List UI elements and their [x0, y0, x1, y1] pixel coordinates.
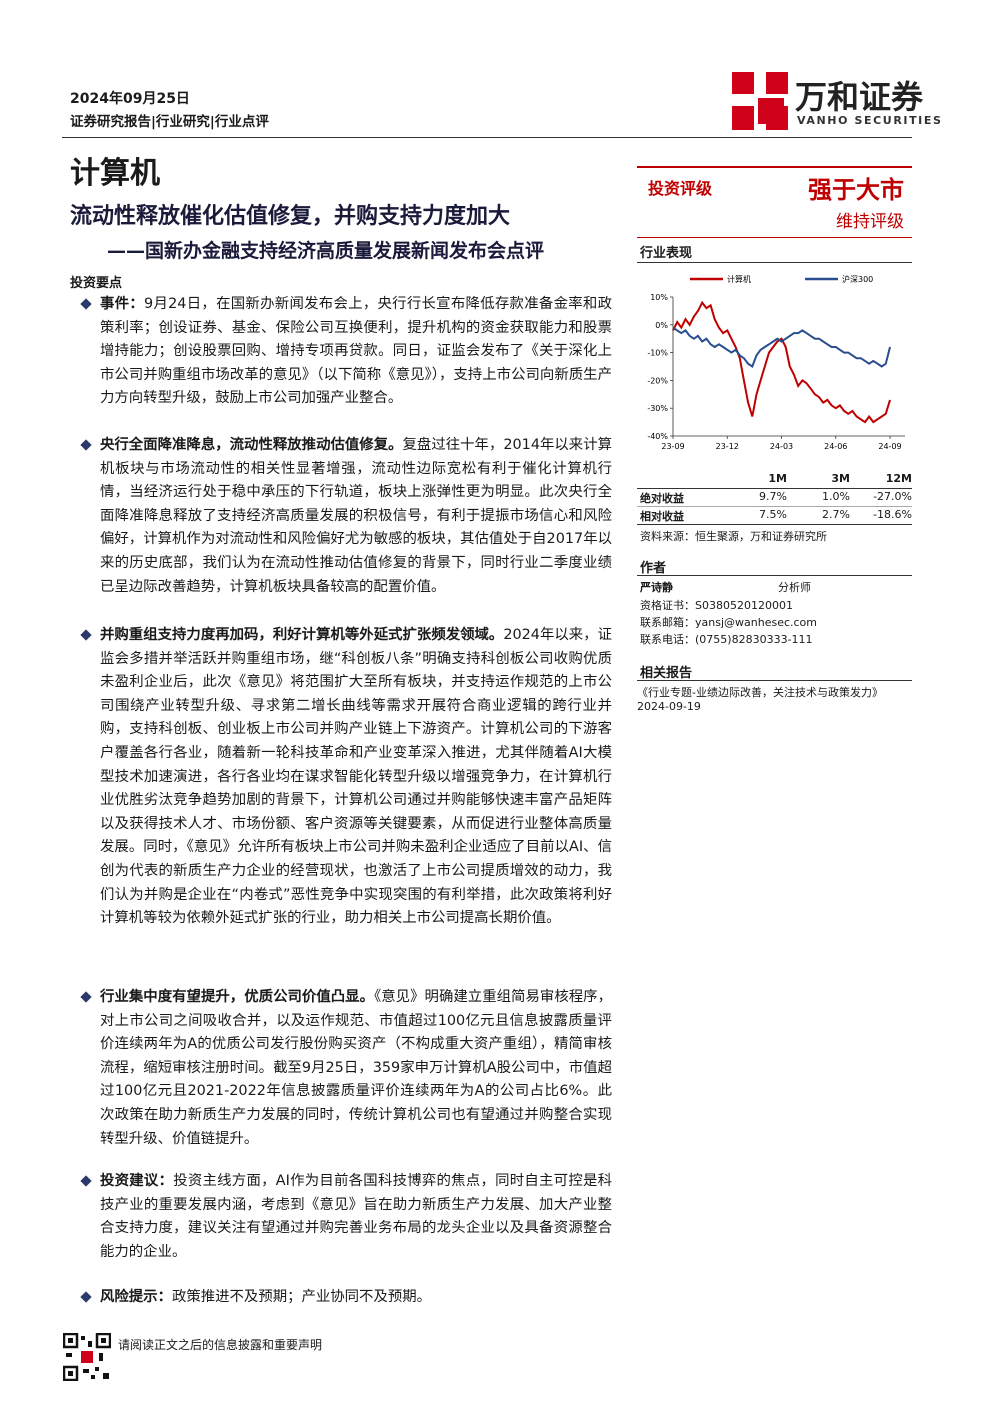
y-tick-label: 0%: [655, 321, 668, 330]
bullet-lead: 央行全面降准降息，流动性释放推动估值修复。: [100, 437, 403, 453]
col-header: 3M: [831, 472, 850, 485]
footer: 请阅读正文之后的信息披露和重要声明: [118, 1338, 323, 1352]
rule: [637, 575, 912, 576]
report-type: 证券研究报告|行业研究|行业点评: [70, 114, 269, 130]
bullet: 投资建议：投资主线方面，AI作为目前各国科技博弈的焦点，同时自主可控是科技产业的…: [80, 1170, 612, 1264]
y-tick-label: -10%: [647, 349, 668, 358]
row-label: 绝对收益: [640, 492, 684, 505]
bullet-text: 9月24日，在国新办新闻发布会上，央行行长宣布降低存款准备金率和政策利率；创设证…: [100, 296, 612, 407]
bullet-lead: 风险提示：: [100, 1289, 172, 1305]
cell: 1.0%: [822, 490, 850, 503]
bullet-lead: 行业集中度有望提升，优质公司价值凸显。: [100, 989, 375, 1005]
brand-en: VANHO SECURITIES: [797, 114, 943, 127]
chart-title: 行业表现: [640, 246, 693, 261]
headline: 流动性释放催化估值修复，并购支持力度加大: [70, 204, 511, 229]
x-tick-label: 23-09: [661, 442, 684, 451]
author-role: 分析师: [778, 581, 811, 594]
rule: [637, 262, 912, 263]
rule: [637, 680, 912, 681]
chart: 10% 0% -10% -20% -30% -40%23-09 23-12 24-03 24-0…: [647, 274, 905, 451]
cell: 2.7%: [822, 508, 850, 521]
y-tick-label: 10%: [650, 293, 668, 302]
author-email: 联系邮箱：yansj@wanhesec.com: [640, 616, 817, 629]
logo-mark: [732, 72, 788, 130]
author-name: 严诗静: [640, 581, 673, 594]
legend-label: 沪深300: [842, 274, 873, 284]
legend-label: 计算机: [727, 274, 751, 284]
bullet-lead: 并购重组支持力度再加码，利好计算机等外延式扩张频发领域。: [100, 627, 504, 643]
bullet: 事件：9月24日，在国新办新闻发布会上，央行行长宣布降低存款准备金率和政策利率；…: [80, 293, 612, 411]
source: 资料来源：恒生聚源，万和证券研究所: [640, 530, 827, 543]
rule: [637, 237, 912, 238]
series-line: [672, 300, 891, 424]
author-title: 作者: [640, 561, 667, 576]
x-tick-label: 24-09: [878, 442, 901, 451]
cell: 7.5%: [759, 508, 787, 521]
y-tick-label: -20%: [647, 376, 668, 385]
bullet: 行业集中度有望提升，优质公司价值凸显。《意见》明确建立重组简易审核程序，对上市公…: [80, 986, 612, 1151]
rule: [637, 506, 912, 507]
brand: 万和证券: [795, 78, 924, 116]
series-line: [672, 326, 891, 369]
bullet-text: 《意见》明确建立重组简易审核程序，对上市公司之间吸收合并，以及运作规范、市值超过…: [100, 989, 612, 1147]
cell: 9.7%: [759, 490, 787, 503]
bullet-text: 2024年以来，证监会多措并举活跃并购重组市场，继“科创板八条”明确支持科创板公…: [100, 627, 612, 927]
x-tick-label: 23-12: [716, 442, 739, 451]
x-tick-label: 24-03: [770, 442, 793, 451]
sector: 计算机: [70, 156, 160, 191]
date: 2024年09月25日: [70, 91, 190, 107]
bullet-lead: 事件：: [100, 296, 145, 312]
y-tick-label: -40%: [647, 432, 668, 441]
bullet: 风险提示：政策推进不及预期；产业协同不及预期。: [80, 1286, 612, 1310]
related-date: 2024-09-19: [637, 700, 701, 713]
bullet-text: 复盘过往十年，2014年以来计算机板块与市场流动性的相关性显著增强，流动性边际宽…: [100, 437, 612, 595]
rule: [637, 524, 912, 525]
row-label: 相对收益: [640, 510, 684, 523]
bullet-text: 投资主线方面，AI作为目前各国科技博弈的焦点，同时自主可控是科技产业的重要发展内…: [100, 1173, 612, 1260]
author-phone: 联系电话：(0755)82830333-111: [640, 633, 813, 646]
x-tick-label: 24-06: [824, 442, 847, 451]
rating-label: 投资评级: [648, 179, 713, 198]
rating-value: 强于大市: [808, 176, 904, 204]
rule: [637, 488, 912, 489]
cell: -18.6%: [873, 508, 912, 521]
rule: [62, 137, 912, 138]
related-report: 《行业专题-业绩边际改善，关注技术与政策发力》: [637, 686, 883, 699]
y-tick-label: -30%: [647, 404, 668, 413]
col-header: 12M: [885, 472, 912, 485]
bullet-text: 政策推进不及预期；产业协同不及预期。: [171, 1289, 432, 1305]
qr-code: [63, 1333, 111, 1381]
section-title: 投资要点: [70, 276, 123, 291]
bullet: 并购重组支持力度再加码，利好计算机等外延式扩张频发领域。2024年以来，证监会多…: [80, 624, 612, 931]
rating-note: 维持评级: [836, 212, 904, 232]
related-title: 相关报告: [640, 666, 693, 681]
bullet: 央行全面降准降息，流动性释放推动估值修复。复盘过往十年，2014年以来计算机板块…: [80, 434, 612, 599]
author-cert: 资格证书：S0380520120001: [640, 599, 793, 612]
bullet-lead: 投资建议：: [100, 1173, 174, 1189]
cell: -27.0%: [873, 490, 912, 503]
col-header: 1M: [768, 472, 787, 485]
subheadline: ——国新办金融支持经济高质量发展新闻发布会点评: [107, 240, 545, 262]
rating-rule: [637, 166, 912, 168]
